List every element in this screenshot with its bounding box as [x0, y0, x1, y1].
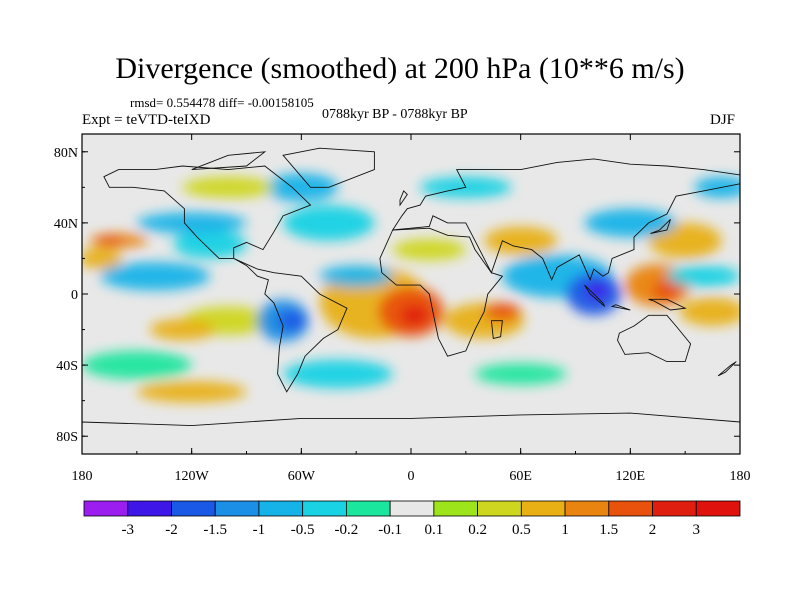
experiment-label: Expt = teVTD-teIXD: [82, 112, 211, 128]
colorbar-label: 0.5: [512, 522, 531, 538]
x-tick-label: 180: [730, 469, 751, 484]
x-tick-label: 120W: [175, 469, 210, 484]
colorbar-label: -1: [253, 522, 266, 538]
colorbar-swatch: [608, 500, 653, 517]
colorbar-swatch: [171, 500, 216, 517]
colorbar-swatch: [345, 500, 391, 517]
colorbar-label: 0.2: [468, 522, 487, 538]
colorbar-swatch: [695, 500, 741, 517]
colorbar-label: -3: [121, 522, 134, 538]
colorbar-swatch: [520, 500, 566, 517]
colorbar-swatch: [564, 500, 610, 517]
colorbar-swatch: [433, 500, 479, 517]
y-tick-label: 80N: [54, 146, 78, 161]
colorbar-label: -0.1: [378, 522, 402, 538]
colorbar-swatch: [477, 500, 522, 517]
colorbar-label: 1: [561, 522, 569, 538]
y-tick-label: 0: [71, 288, 78, 303]
colorbar-label: 0.1: [424, 522, 443, 538]
period-label: 0788kyr BP - 0788kyr BP: [322, 107, 468, 122]
colorbar-swatch: [127, 500, 172, 517]
colorbar-label: -0.5: [291, 522, 315, 538]
plot-area: [81, 133, 741, 455]
axis-ticks: 80N 40N 0 40S 80S 180 120W 60W 0 60E 120E 180: [54, 134, 751, 484]
colorbar-label: 2: [649, 522, 657, 538]
colorbar-swatch: [83, 500, 129, 517]
x-tick-label: 180: [72, 469, 93, 484]
map-title: Divergence (smoothed) at 200 hPa (10**6 …: [115, 52, 685, 85]
season-label: DJF: [710, 112, 736, 128]
colorbar-label: -2: [165, 522, 178, 538]
coastlines: [82, 147, 740, 454]
y-tick-label: 40S: [56, 359, 78, 374]
colorbar-label: 1.5: [599, 522, 618, 538]
colorbar-swatch: [258, 500, 304, 517]
colorbar-label: -1.5: [203, 522, 227, 538]
x-tick-label: 60E: [509, 469, 532, 484]
stats-label: rmsd= 0.554478 diff= -0.00158105: [130, 95, 314, 110]
colorbar-swatch: [214, 500, 260, 517]
colorbar-swatch: [652, 500, 697, 517]
colorbar-swatch: [302, 500, 347, 517]
y-tick-label: 40N: [54, 217, 78, 232]
colorbar-swatch: [389, 500, 435, 517]
y-tick-label: 80S: [56, 430, 78, 445]
x-tick-label: 120E: [616, 469, 646, 484]
colorbar-label: -0.2: [335, 522, 359, 538]
x-tick-label: 60W: [288, 469, 316, 484]
colorbar: -3 -2 -1.5 -1 -0.5 -0.2 -0.1 0.1 0.2 0.5 1 1.5 2 3: [83, 500, 741, 538]
x-tick-label: 0: [408, 469, 415, 484]
colorbar-label: 3: [693, 522, 701, 538]
